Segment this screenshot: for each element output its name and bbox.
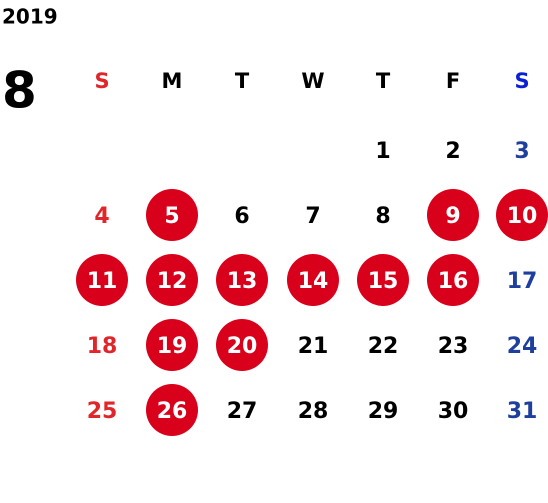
day: 7: [305, 204, 320, 229]
day: 10: [507, 204, 538, 229]
year: 2019: [2, 5, 58, 29]
day: 1: [375, 139, 390, 164]
day: 22: [368, 334, 399, 359]
marked-day: [427, 254, 479, 306]
day: 9: [445, 204, 460, 229]
marked-day: [146, 384, 198, 436]
weekday-label: F: [446, 69, 460, 93]
marked-day: [216, 319, 268, 371]
weekday-label: T: [376, 69, 391, 93]
day: 4: [94, 204, 109, 229]
marked-day: [287, 254, 339, 306]
day: 16: [438, 269, 469, 294]
day: 19: [157, 334, 188, 359]
day: 23: [438, 334, 469, 359]
marked-day: [496, 189, 548, 241]
day: 27: [227, 399, 258, 424]
month: 8: [2, 62, 37, 120]
marked-day: [427, 189, 479, 241]
day: 28: [298, 399, 329, 424]
day: 25: [87, 399, 118, 424]
day: 6: [234, 204, 249, 229]
marked-day: [146, 319, 198, 371]
day: 13: [227, 269, 258, 294]
marked-day: [146, 189, 198, 241]
day: 31: [507, 399, 538, 424]
day: 26: [157, 399, 188, 424]
marked-day: [357, 254, 409, 306]
weekday-label: S: [94, 69, 109, 93]
day: 20: [227, 334, 258, 359]
weekday-label: M: [162, 69, 183, 93]
marked-day: [216, 254, 268, 306]
day: 15: [368, 269, 399, 294]
day: 24: [507, 334, 538, 359]
marked-day: [76, 254, 128, 306]
weekday-label: W: [301, 69, 324, 93]
marked-day: [146, 254, 198, 306]
day: 17: [507, 269, 538, 294]
day: 14: [298, 269, 329, 294]
day: 29: [368, 399, 399, 424]
day: 18: [87, 334, 118, 359]
day: 21: [298, 334, 329, 359]
weekday-label: S: [514, 69, 529, 93]
weekday-label: T: [235, 69, 250, 93]
day: 5: [164, 204, 179, 229]
day: 12: [157, 269, 188, 294]
day: 8: [375, 204, 390, 229]
day: 30: [438, 399, 469, 424]
day: 3: [514, 139, 529, 164]
day: 11: [87, 269, 118, 294]
day: 2: [445, 139, 460, 164]
